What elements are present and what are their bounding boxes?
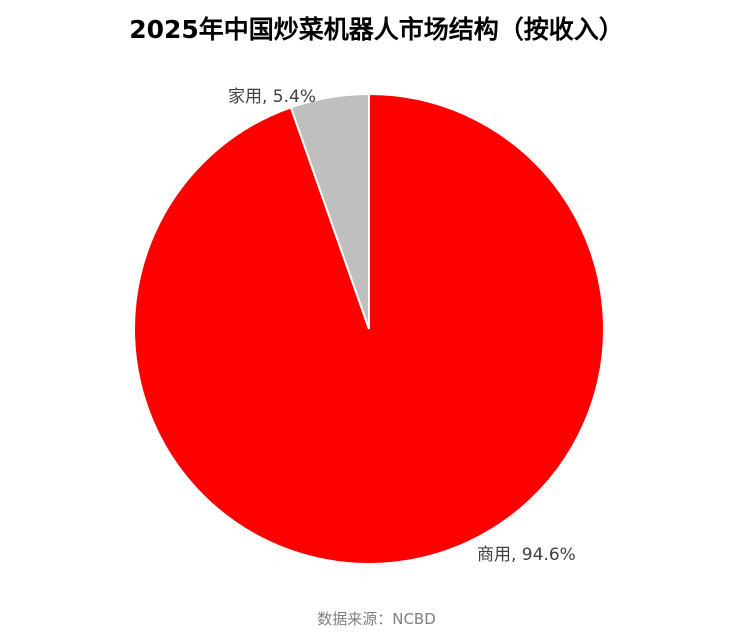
pie-slice-commercial <box>133 92 605 565</box>
data-source: 数据来源：NCBD <box>317 610 436 628</box>
chart-title: 2025年中国炒菜机器人市场结构（按收入） <box>129 15 624 44</box>
data-label-household: 家用, 5.4% <box>228 87 316 107</box>
data-label-commercial: 商用, 94.6% <box>477 545 576 565</box>
